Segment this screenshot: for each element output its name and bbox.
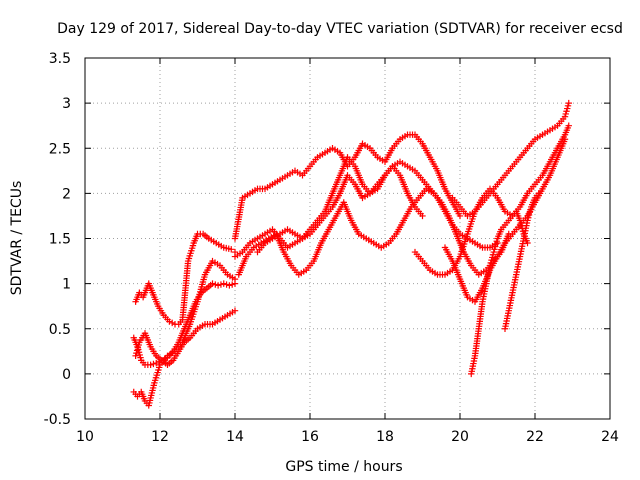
series-track-5 [231, 131, 464, 242]
y-tick-label: 0.5 [49, 322, 71, 338]
series-track-8 [254, 154, 426, 256]
x-tick-label: 22 [526, 429, 544, 445]
series-track-10 [449, 99, 572, 220]
data-point [166, 318, 173, 325]
data-point [419, 212, 426, 220]
data-point [217, 281, 225, 288]
x-tick-label: 14 [226, 429, 244, 445]
y-tick-label: 1.5 [49, 232, 71, 248]
data-point [228, 281, 236, 288]
x-tick-label: 10 [76, 429, 94, 445]
series-track-4 [132, 307, 239, 369]
data-point [209, 280, 216, 287]
data-point [561, 136, 569, 143]
data-point [147, 361, 154, 369]
y-tick-label: 2.5 [49, 141, 71, 157]
y-axis-label: SDTVAR / TECUs [9, 181, 25, 296]
data-point [153, 359, 160, 367]
y-tick-label: 1 [62, 277, 71, 293]
data-point [150, 360, 157, 368]
data-points [130, 99, 572, 409]
data-point [214, 282, 222, 289]
x-tick-label: 16 [301, 429, 319, 445]
series-track-7 [235, 185, 512, 278]
chart-title: Day 129 of 2017, Sidereal Day-to-day VTE… [57, 21, 623, 37]
y-tick-label: 2 [62, 186, 71, 202]
y-tick-label: 3 [62, 96, 71, 112]
plot-frame [84, 57, 611, 420]
data-point [168, 319, 176, 327]
data-point [524, 239, 531, 247]
x-axis-label: GPS time / hours [285, 459, 402, 475]
data-point [220, 280, 227, 287]
data-point [231, 307, 239, 314]
x-tick-label: 12 [151, 429, 169, 445]
series-track-13 [501, 190, 542, 332]
data-point [456, 212, 464, 220]
y-tick-label: 0 [62, 367, 71, 383]
data-point [226, 282, 233, 289]
data-point [228, 246, 235, 253]
axis-ticks: 10 12 14 16 18 20 22 24 -0.5 0 0.5 1 1.5 2 2.5 3 3.5 [44, 51, 619, 445]
x-tick-label: 18 [376, 429, 394, 445]
y-tick-label: -0.5 [44, 412, 71, 428]
data-point [565, 122, 572, 129]
x-tick-label: 24 [601, 429, 619, 445]
data-point [565, 99, 572, 107]
data-point [223, 281, 230, 288]
data-point [212, 281, 219, 288]
data-point [231, 275, 239, 283]
x-tick-label: 20 [451, 429, 469, 445]
data-point [535, 190, 542, 197]
y-tick-label: 3.5 [49, 51, 71, 67]
series-track-1 [132, 230, 239, 328]
